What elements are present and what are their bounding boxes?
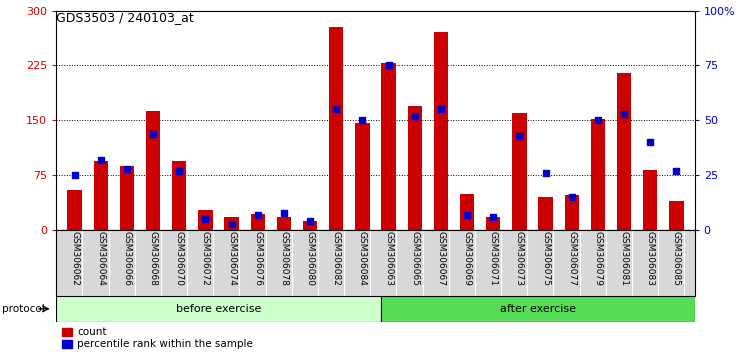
Bar bbox=[643, 170, 657, 230]
Point bbox=[409, 113, 421, 119]
Bar bbox=[146, 111, 160, 230]
Text: GSM306083: GSM306083 bbox=[646, 232, 655, 286]
Point bbox=[671, 168, 683, 174]
Text: GSM306062: GSM306062 bbox=[70, 232, 79, 286]
Point bbox=[592, 118, 604, 123]
Point bbox=[68, 172, 80, 178]
Point bbox=[382, 63, 394, 68]
Text: protocol: protocol bbox=[2, 304, 44, 314]
Text: before exercise: before exercise bbox=[176, 304, 261, 314]
Text: after exercise: after exercise bbox=[499, 304, 576, 314]
Text: GSM306072: GSM306072 bbox=[201, 232, 210, 286]
Point bbox=[357, 118, 369, 123]
Text: GSM306081: GSM306081 bbox=[620, 232, 629, 286]
Point bbox=[225, 221, 237, 226]
Text: GSM306069: GSM306069 bbox=[463, 232, 472, 286]
Bar bbox=[276, 217, 291, 230]
Point bbox=[200, 216, 212, 222]
Bar bbox=[119, 166, 134, 230]
Text: GSM306064: GSM306064 bbox=[96, 232, 105, 286]
Text: GSM306074: GSM306074 bbox=[227, 232, 236, 286]
Bar bbox=[512, 113, 526, 230]
Text: GSM306068: GSM306068 bbox=[149, 232, 158, 286]
Bar bbox=[591, 119, 605, 230]
Bar bbox=[355, 122, 369, 230]
Text: GSM306082: GSM306082 bbox=[332, 232, 341, 286]
Text: GSM306076: GSM306076 bbox=[253, 232, 262, 286]
Text: GSM306066: GSM306066 bbox=[122, 232, 131, 286]
Bar bbox=[172, 161, 186, 230]
Point bbox=[121, 166, 133, 171]
Bar bbox=[225, 217, 239, 230]
Text: GSM306065: GSM306065 bbox=[410, 232, 419, 286]
Bar bbox=[460, 194, 475, 230]
Point bbox=[278, 210, 290, 215]
Point bbox=[173, 168, 185, 174]
Text: GSM306084: GSM306084 bbox=[358, 232, 367, 286]
Bar bbox=[538, 197, 553, 230]
Text: GSM306063: GSM306063 bbox=[384, 232, 393, 286]
Bar bbox=[68, 190, 82, 230]
Text: GSM306077: GSM306077 bbox=[567, 232, 576, 286]
Text: GSM306079: GSM306079 bbox=[593, 232, 602, 286]
Text: GSM306080: GSM306080 bbox=[306, 232, 315, 286]
Text: GSM306078: GSM306078 bbox=[279, 232, 288, 286]
Text: GSM306071: GSM306071 bbox=[489, 232, 498, 286]
Bar bbox=[565, 195, 579, 230]
Text: GSM306085: GSM306085 bbox=[672, 232, 681, 286]
Text: GSM306075: GSM306075 bbox=[541, 232, 550, 286]
Text: GSM306070: GSM306070 bbox=[175, 232, 184, 286]
Point bbox=[618, 111, 630, 116]
Text: GDS3503 / 240103_at: GDS3503 / 240103_at bbox=[56, 11, 194, 24]
Bar bbox=[434, 32, 448, 230]
Bar bbox=[56, 296, 381, 322]
Point bbox=[566, 194, 578, 200]
Text: GSM306067: GSM306067 bbox=[436, 232, 445, 286]
Point bbox=[95, 157, 107, 163]
Bar bbox=[303, 221, 317, 230]
Text: GSM306073: GSM306073 bbox=[515, 232, 524, 286]
Bar bbox=[94, 161, 108, 230]
Bar bbox=[486, 217, 500, 230]
Bar bbox=[408, 106, 422, 230]
Bar bbox=[381, 296, 695, 322]
Point bbox=[252, 212, 264, 218]
Point bbox=[644, 139, 656, 145]
Bar bbox=[198, 210, 213, 230]
Bar bbox=[617, 73, 632, 230]
Point bbox=[435, 107, 447, 112]
Point bbox=[461, 212, 473, 218]
Point bbox=[330, 107, 342, 112]
Bar bbox=[251, 214, 265, 230]
Point bbox=[539, 170, 551, 176]
Bar bbox=[382, 63, 396, 230]
Point bbox=[304, 218, 316, 224]
Legend: count, percentile rank within the sample: count, percentile rank within the sample bbox=[62, 327, 253, 349]
Point bbox=[487, 214, 499, 220]
Point bbox=[514, 133, 526, 138]
Point bbox=[147, 131, 159, 136]
Bar bbox=[669, 201, 683, 230]
Bar bbox=[329, 27, 343, 230]
